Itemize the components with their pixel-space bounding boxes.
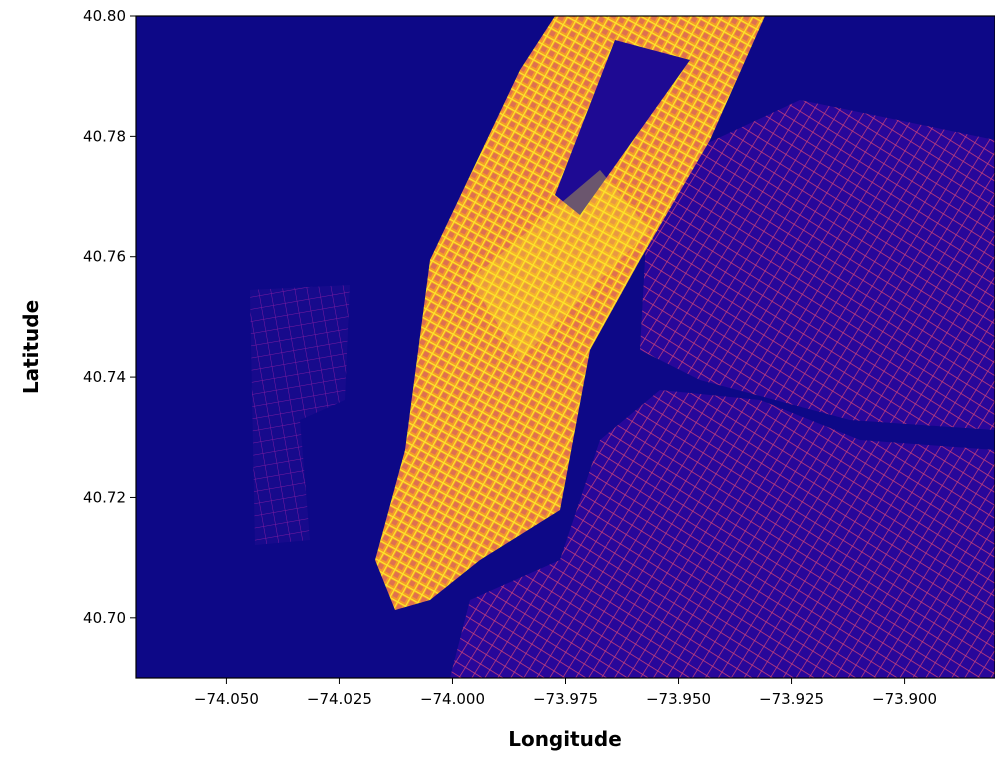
y-tick-label: 40.80: [83, 7, 126, 25]
queens: [640, 100, 995, 430]
y-axis-label: Latitude: [19, 300, 43, 394]
x-axis-label: Longitude: [508, 727, 622, 751]
x-tick-label: −73.950: [646, 690, 711, 708]
central-park: [555, 40, 690, 215]
jersey-city: [250, 285, 350, 545]
x-tick-label: −73.925: [759, 690, 824, 708]
y-tick-label: 40.70: [83, 609, 126, 627]
x-tick-label: −74.050: [194, 690, 259, 708]
x-tick-label: −73.900: [872, 690, 937, 708]
x-tick-label: −74.000: [420, 690, 485, 708]
heatmap-image: [136, 16, 995, 678]
brooklyn: [450, 390, 995, 678]
x-tick-label: −74.025: [307, 690, 372, 708]
midtown-glow: [470, 170, 650, 360]
y-tick-label: 40.74: [83, 368, 126, 386]
x-tick-label: −73.975: [533, 690, 598, 708]
y-tick-label: 40.76: [83, 248, 126, 266]
manhattan: [375, 16, 765, 610]
y-tick-label: 40.72: [83, 488, 126, 506]
y-tick-label: 40.78: [83, 127, 126, 145]
